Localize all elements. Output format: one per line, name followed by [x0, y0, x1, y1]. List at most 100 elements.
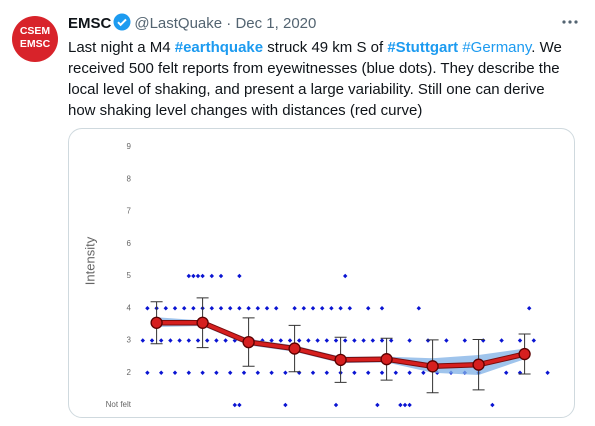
- felt-report-dot: [159, 338, 164, 343]
- felt-report-dot: [315, 338, 320, 343]
- y-tick-label: 9: [127, 142, 132, 151]
- felt-report-dot: [306, 338, 311, 343]
- felt-report-dot: [223, 338, 228, 343]
- felt-report-dot: [347, 306, 352, 311]
- felt-report-dot: [379, 306, 385, 311]
- curve-marker: [472, 358, 485, 371]
- felt-report-dot: [402, 402, 408, 408]
- felt-report-dot: [324, 370, 329, 375]
- felt-report-dot: [292, 306, 297, 311]
- felt-report-dot: [237, 306, 242, 311]
- felt-report-dot: [246, 306, 251, 311]
- text: struck 49 km S of: [263, 39, 388, 56]
- text: local level of shaking, and present a la…: [68, 81, 545, 98]
- curve-marker: [426, 360, 439, 373]
- y-tick-label: 6: [127, 239, 132, 248]
- felt-report-dot: [182, 306, 187, 311]
- felt-report-dot: [398, 402, 403, 408]
- curve-marker: [334, 353, 347, 367]
- curve-marker: [150, 316, 163, 329]
- felt-report-dot: [214, 370, 219, 375]
- more-button[interactable]: [560, 14, 580, 30]
- felt-report-dot: [370, 338, 375, 343]
- felt-report-dot: [375, 402, 380, 408]
- felt-report-dot: [168, 338, 173, 343]
- felt-report-dot: [352, 370, 357, 375]
- felt-report-dot: [393, 370, 398, 375]
- felt-report-dot: [278, 338, 283, 343]
- user-name[interactable]: EMSC: [68, 15, 112, 32]
- felt-report-dot: [379, 338, 385, 343]
- felt-report-dot: [283, 402, 288, 408]
- y-axis-label: Intensity: [82, 236, 97, 285]
- felt-report-dot: [310, 370, 316, 375]
- felt-report-dot: [310, 306, 316, 311]
- felt-report-dot: [191, 306, 196, 311]
- felt-report-dot: [269, 338, 274, 343]
- y-tick-label: 2: [127, 368, 132, 377]
- felt-report-dot: [301, 306, 306, 311]
- hashtag[interactable]: #Germany: [462, 39, 532, 56]
- avatar-text: CSEM: [19, 25, 51, 37]
- felt-report-dot: [200, 370, 205, 375]
- y-tick-label: 5: [127, 271, 132, 280]
- felt-report-dot: [407, 338, 412, 343]
- hashtag[interactable]: #earthquake: [174, 39, 264, 56]
- curve-marker: [518, 347, 531, 361]
- curve-marker: [380, 353, 393, 366]
- tweet-text: Last night a M4 #earthquake struck 49 km…: [68, 37, 562, 121]
- text: how shaking level changes with distances…: [68, 102, 423, 119]
- text: . We: [531, 39, 562, 56]
- felt-report-dot: [200, 273, 205, 279]
- y-tick-label: 8: [127, 174, 132, 183]
- felt-report-dot: [297, 338, 302, 343]
- y-tick-label: Not felt: [106, 400, 132, 409]
- felt-report-dot: [416, 306, 421, 311]
- felt-report-dot: [195, 273, 201, 279]
- hashtag[interactable]: #Stuttgart: [387, 39, 459, 56]
- felt-report-dot: [177, 338, 182, 343]
- felt-report-dot: [481, 338, 486, 343]
- plot: Intensity Not felt 2 3 4 5 6 7 8 9: [82, 142, 550, 409]
- felt-report-dot: [218, 273, 224, 279]
- user-handle[interactable]: @LastQuake: [134, 15, 223, 32]
- verified-badge: [113, 13, 131, 31]
- avatar[interactable]: CSEM EMSC: [12, 16, 58, 62]
- felt-report-dot: [186, 273, 191, 279]
- felt-report-dot: [338, 306, 343, 311]
- avatar-text: EMSC: [19, 38, 51, 50]
- felt-report-dot: [333, 338, 339, 343]
- felt-report-dot: [389, 338, 394, 343]
- felt-report-dot: [352, 338, 357, 343]
- felt-report-dot: [379, 370, 385, 375]
- chart: Intensity Not felt 2 3 4 5 6 7 8 9: [82, 142, 550, 409]
- felt-report-dot: [343, 338, 348, 343]
- felt-report-dot: [255, 306, 260, 311]
- felt-report-dot: [209, 306, 214, 311]
- felt-report-dot: [545, 370, 550, 375]
- felt-report-dot: [237, 402, 242, 408]
- felt-report-dot: [329, 306, 334, 311]
- felt-report-dot: [366, 370, 371, 375]
- felt-report-dot: [172, 306, 178, 311]
- felt-report-dot: [407, 370, 412, 375]
- media-card[interactable]: Intensity Not felt 2 3 4 5 6 7 8 9: [68, 128, 575, 418]
- felt-report-dot: [159, 370, 164, 375]
- y-tick-label: 3: [127, 336, 132, 345]
- felt-report-dot: [425, 338, 431, 343]
- felt-report-dot: [228, 306, 233, 311]
- felt-report-dot: [232, 402, 237, 408]
- felt-report-dot: [237, 273, 242, 279]
- tweet-date[interactable]: Dec 1, 2020: [235, 15, 317, 32]
- felt-report-dot: [504, 370, 509, 375]
- felt-report-dot: [228, 370, 233, 375]
- felt-report-dot: [421, 370, 426, 375]
- felt-report-dot: [361, 338, 366, 343]
- felt-report-dot: [333, 402, 339, 408]
- felt-report-dot: [145, 306, 150, 311]
- felt-report-dot: [149, 338, 155, 343]
- felt-report-dot: [287, 338, 293, 343]
- felt-report-dot: [186, 370, 191, 375]
- felt-report-dot: [407, 402, 412, 408]
- felt-report-dot: [269, 370, 274, 375]
